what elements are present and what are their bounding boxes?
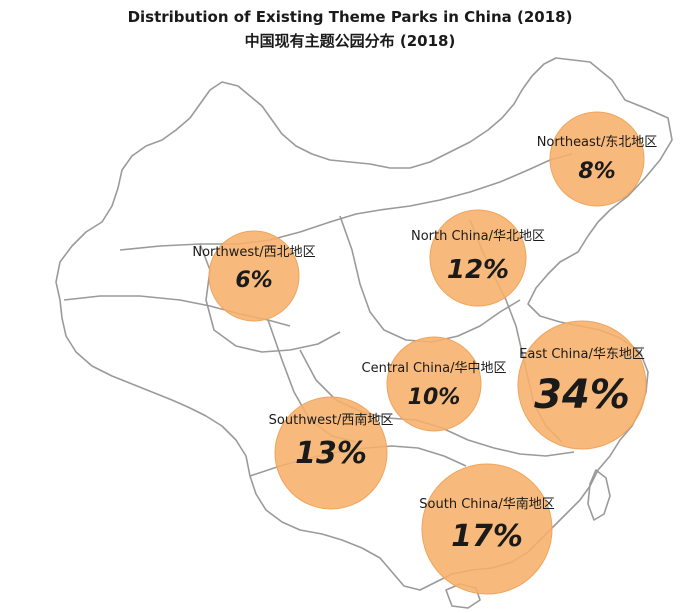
- inner-border-central: [339, 215, 521, 343]
- region-label: North China/华北地区: [411, 229, 545, 244]
- taiwan-island: [587, 469, 611, 521]
- map-title-chinese: 中国现有主题公园分布 (2018): [244, 32, 456, 50]
- region-bubble-group: Northwest/西北地区 6%: [192, 230, 316, 322]
- inner-border-north: [379, 153, 573, 211]
- region-percentage: 34%: [534, 372, 630, 418]
- region-label: Southwest/西南地区: [269, 412, 394, 428]
- map-title-english: Distribution of Existing Theme Parks in …: [127, 8, 573, 26]
- region-bubble: [549, 111, 645, 207]
- region-bubble-group: North China/华北地区 12%: [411, 209, 545, 307]
- region-bubble-group: South China/华南地区 17%: [419, 463, 555, 595]
- region-bubble-group: Northeast/东北地区 8%: [537, 111, 658, 207]
- region-percentage: 13%: [295, 436, 367, 471]
- region-bubble-group: Central China/华中地区 10%: [362, 336, 507, 432]
- region-label: South China/华南地区: [419, 496, 554, 512]
- region-percentage: 6%: [235, 268, 272, 293]
- country-outline: [55, 57, 673, 591]
- region-percentage: 10%: [408, 385, 461, 410]
- region-percentage: 17%: [451, 519, 523, 554]
- region-percentage: 12%: [447, 255, 509, 285]
- region-bubble: [429, 209, 527, 307]
- inner-border-qinghai: [199, 243, 341, 353]
- region-bubble: [274, 396, 388, 510]
- region-bubble: [386, 336, 482, 432]
- region-label: Central China/华中地区: [362, 361, 507, 376]
- region-label: Northwest/西北地区: [192, 245, 315, 260]
- region-bubble: [208, 230, 300, 322]
- region-bubble: [421, 463, 553, 595]
- region-label: Northeast/东北地区: [537, 135, 658, 150]
- region-bubble-group: Southwest/西南地区 13%: [269, 396, 394, 510]
- region-percentage: 8%: [578, 159, 615, 184]
- region-label: East China/华东地区: [519, 347, 645, 362]
- region-bubble-group: East China/华东地区 34%: [517, 320, 647, 450]
- region-bubble: [517, 320, 647, 450]
